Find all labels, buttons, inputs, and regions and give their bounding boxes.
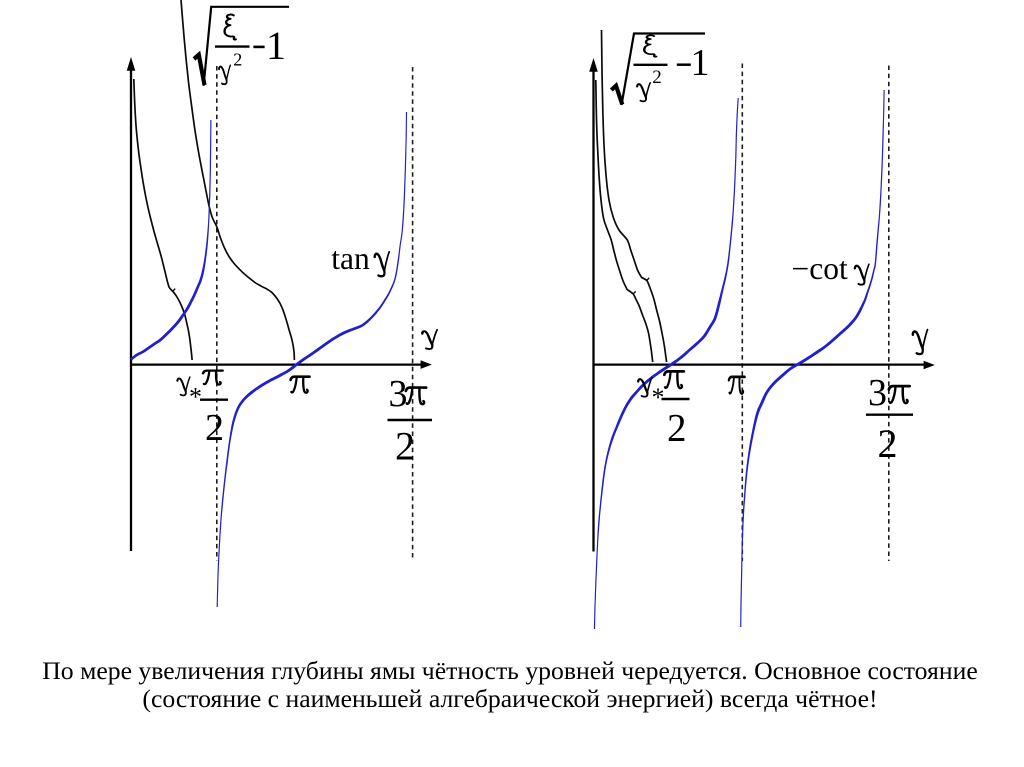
svg-text:2: 2 bbox=[395, 424, 415, 469]
svg-text:−cot: −cot bbox=[792, 251, 848, 286]
svg-text:3: 3 bbox=[389, 373, 408, 415]
svg-text:*: * bbox=[652, 383, 665, 412]
svg-text:tan: tan bbox=[331, 241, 370, 276]
svg-text:2: 2 bbox=[652, 67, 662, 88]
svg-text:2: 2 bbox=[205, 407, 224, 449]
svg-text:2: 2 bbox=[878, 421, 898, 466]
svg-text:1: 1 bbox=[266, 23, 286, 68]
svg-text:По мере увеличения глубины ямы: По мере увеличения глубины ямы чётность … bbox=[42, 656, 978, 685]
svg-text:2: 2 bbox=[233, 50, 242, 70]
svg-text:2: 2 bbox=[667, 407, 687, 450]
svg-text:*: * bbox=[189, 382, 202, 411]
svg-text:1: 1 bbox=[691, 42, 710, 84]
svg-text:3: 3 bbox=[868, 372, 887, 414]
svg-text:(состояние с наименьшей алгебр: (состояние с наименьшей алгебраической э… bbox=[142, 684, 877, 713]
